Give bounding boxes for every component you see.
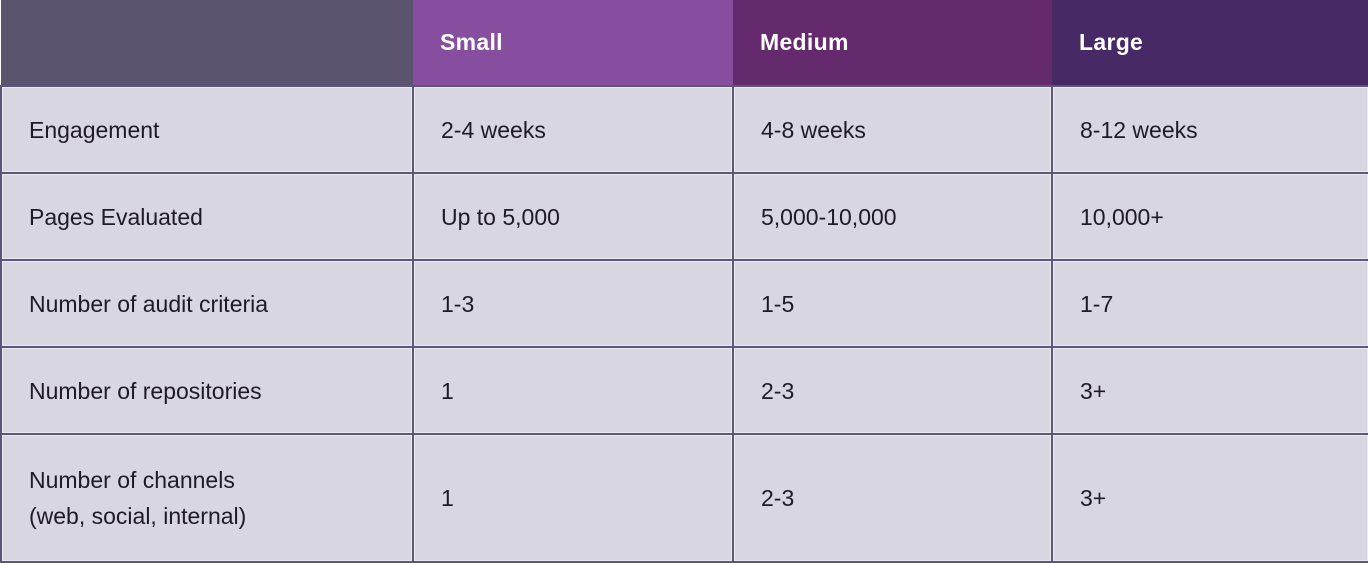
table-header: Small Medium Large: [1, 0, 1368, 86]
table-row-repositories: Number of repositories 1 2-3 3+: [0, 346, 1368, 435]
cell-value: Up to 5,000: [412, 172, 734, 261]
table-body: Engagement 2-4 weeks 4-8 weeks 8-12 week…: [0, 85, 1368, 563]
cell-value: 5,000-10,000: [732, 172, 1053, 261]
table-row-channels: Number of channels (web, social, interna…: [0, 433, 1368, 563]
header-row: Small Medium Large: [1, 0, 1368, 86]
row-label: Number of audit criteria: [0, 259, 414, 348]
cell-value: 4-8 weeks: [732, 85, 1053, 174]
cell-value: 8-12 weeks: [1051, 85, 1368, 174]
cell-value: 2-3: [732, 346, 1053, 435]
table-row-pages-evaluated: Pages Evaluated Up to 5,000 5,000-10,000…: [0, 172, 1368, 261]
header-cell-medium: Medium: [733, 0, 1052, 86]
row-label: Pages Evaluated: [0, 172, 414, 261]
cell-value: 10,000+: [1051, 172, 1368, 261]
row-label: Number of repositories: [0, 346, 414, 435]
cell-value: 2-4 weeks: [412, 85, 734, 174]
cell-value: 3+: [1051, 433, 1368, 563]
table-row-engagement: Engagement 2-4 weeks 4-8 weeks 8-12 week…: [0, 85, 1368, 174]
header-cell-large: Large: [1052, 0, 1368, 86]
header-cell-small: Small: [413, 0, 733, 86]
cell-value: 1: [412, 346, 734, 435]
table-row-audit-criteria: Number of audit criteria 1-3 1-5 1-7: [0, 259, 1368, 348]
header-cell-blank: [1, 0, 413, 86]
cell-value: 1-7: [1051, 259, 1368, 348]
row-label: Number of channels (web, social, interna…: [0, 433, 414, 563]
cell-value: 1-5: [732, 259, 1053, 348]
cell-value: 3+: [1051, 346, 1368, 435]
cell-value: 2-3: [732, 433, 1053, 563]
row-label: Engagement: [0, 85, 414, 174]
cell-value: 1-3: [412, 259, 734, 348]
cell-value: 1: [412, 433, 734, 563]
